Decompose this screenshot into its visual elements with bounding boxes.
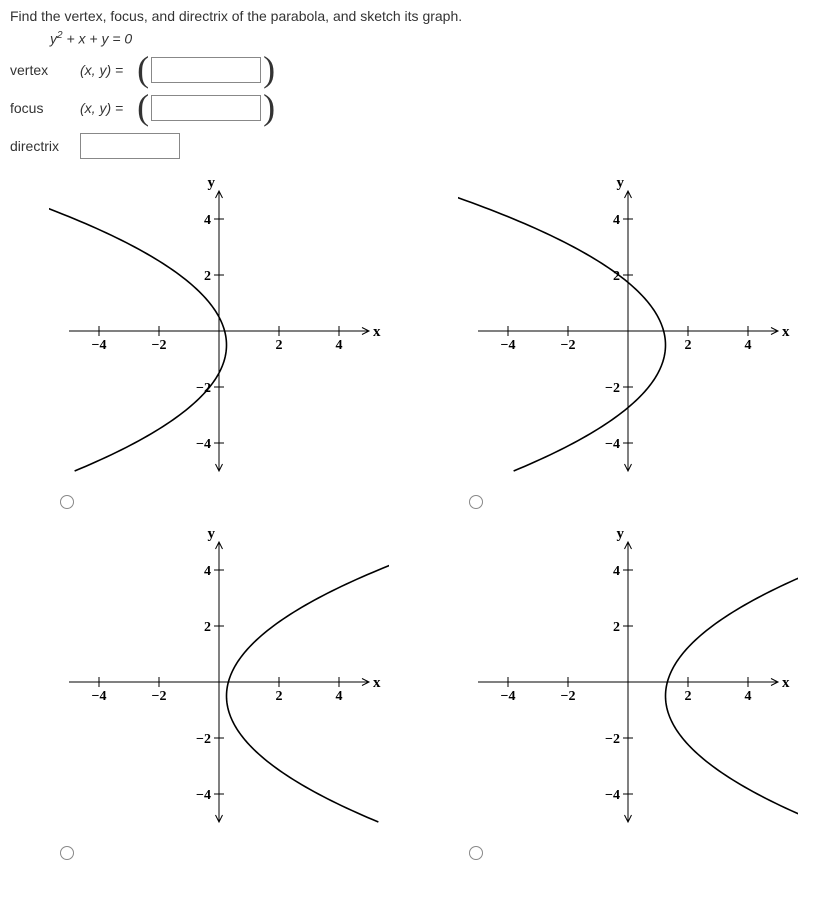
- graph-option-C: x y −4 −2 2 4 −4 −2 2 4: [40, 522, 399, 863]
- left-paren-icon: (: [137, 57, 149, 82]
- focus-row: focus (x, y) = ( ): [10, 95, 807, 121]
- svg-text:4: 4: [744, 338, 751, 353]
- svg-text:2: 2: [276, 689, 283, 704]
- right-paren-icon: ): [263, 95, 275, 120]
- svg-text:4: 4: [204, 564, 211, 579]
- svg-text:4: 4: [744, 689, 751, 704]
- graph-option-A: xy−4−224−4−224: [40, 171, 399, 512]
- graph-D-svg: x y −4 −2 2 4 −4 −2 2 4: [458, 522, 798, 842]
- vertex-xy-label: (x, y) =: [80, 62, 123, 78]
- graph-option-B: xy−4−224−4−224: [449, 171, 808, 512]
- directrix-label: directrix: [10, 138, 66, 154]
- svg-text:−4: −4: [92, 689, 107, 704]
- focus-input[interactable]: [151, 95, 261, 121]
- graph-grid: x y −4 −2 2 4 −4 −2 2 4 x y −4 −2 2 4 −4 −2 2 4 x y −4 −2 2 4 −4…: [40, 171, 807, 863]
- svg-text:−2: −2: [196, 732, 211, 747]
- svg-text:4: 4: [336, 338, 343, 353]
- equation: y2 + x + y = 0: [50, 30, 807, 47]
- vertex-row: vertex (x, y) = ( ): [10, 57, 807, 83]
- directrix-input[interactable]: [80, 133, 180, 159]
- svg-text:x: x: [373, 324, 381, 340]
- svg-text:y: y: [616, 526, 624, 542]
- right-paren-icon: ): [263, 57, 275, 82]
- svg-text:x: x: [782, 675, 790, 691]
- vertex-label: vertex: [10, 62, 66, 78]
- svg-text:−4: −4: [605, 788, 620, 803]
- svg-text:−4: −4: [92, 338, 107, 353]
- svg-text:−4: −4: [196, 437, 211, 452]
- svg-text:−2: −2: [560, 338, 575, 353]
- svg-text:y: y: [616, 175, 624, 191]
- focus-xy-label: (x, y) =: [80, 100, 123, 116]
- graph-C-svg: x y −4 −2 2 4 −4 −2 2 4: [49, 522, 389, 842]
- svg-text:4: 4: [336, 689, 343, 704]
- svg-text:−2: −2: [605, 732, 620, 747]
- graph-A-svg: xy−4−224−4−224: [49, 171, 389, 491]
- graph-option-D: x y −4 −2 2 4 −4 −2 2 4: [449, 522, 808, 863]
- directrix-row: directrix: [10, 133, 807, 159]
- graph-B-radio[interactable]: [469, 495, 483, 509]
- svg-text:2: 2: [204, 269, 211, 284]
- svg-text:2: 2: [204, 620, 211, 635]
- left-paren-icon: (: [137, 95, 149, 120]
- svg-text:−4: −4: [196, 788, 211, 803]
- svg-text:−4: −4: [500, 338, 515, 353]
- svg-text:−4: −4: [605, 437, 620, 452]
- graph-D-radio[interactable]: [469, 846, 483, 860]
- svg-text:x: x: [373, 675, 381, 691]
- svg-text:y: y: [208, 526, 216, 542]
- question-prompt: Find the vertex, focus, and directrix of…: [10, 8, 807, 24]
- svg-text:−4: −4: [500, 689, 515, 704]
- svg-text:4: 4: [613, 213, 620, 228]
- svg-text:4: 4: [613, 564, 620, 579]
- svg-text:2: 2: [684, 338, 691, 353]
- svg-text:x: x: [782, 324, 790, 340]
- svg-text:−2: −2: [605, 381, 620, 396]
- focus-label: focus: [10, 100, 66, 116]
- graph-A-radio[interactable]: [60, 495, 74, 509]
- svg-text:−2: −2: [560, 689, 575, 704]
- svg-text:2: 2: [613, 620, 620, 635]
- svg-text:y: y: [208, 175, 216, 191]
- svg-text:−2: −2: [152, 689, 167, 704]
- svg-text:2: 2: [276, 338, 283, 353]
- graph-C-radio[interactable]: [60, 846, 74, 860]
- svg-text:2: 2: [684, 689, 691, 704]
- vertex-input[interactable]: [151, 57, 261, 83]
- graph-B-svg: xy−4−224−4−224: [458, 171, 798, 491]
- svg-text:−2: −2: [152, 338, 167, 353]
- svg-text:4: 4: [204, 213, 211, 228]
